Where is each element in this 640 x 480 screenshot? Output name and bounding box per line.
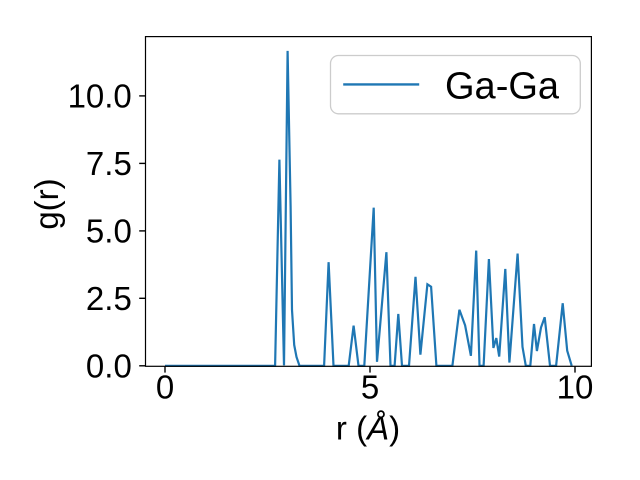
svg-text:0: 0 — [156, 368, 174, 405]
svg-text:2.5: 2.5 — [86, 280, 132, 317]
svg-text:5: 5 — [361, 368, 379, 405]
svg-text:r (Å): r (Å) — [336, 410, 400, 447]
svg-text:10.0: 10.0 — [68, 78, 132, 115]
svg-text:5.0: 5.0 — [86, 213, 132, 250]
svg-text:Ga-Ga: Ga-Ga — [445, 65, 560, 107]
svg-text:0.0: 0.0 — [86, 347, 132, 384]
svg-text:g(r): g(r) — [28, 178, 65, 229]
svg-text:7.5: 7.5 — [86, 145, 132, 182]
svg-text:10: 10 — [557, 368, 594, 405]
